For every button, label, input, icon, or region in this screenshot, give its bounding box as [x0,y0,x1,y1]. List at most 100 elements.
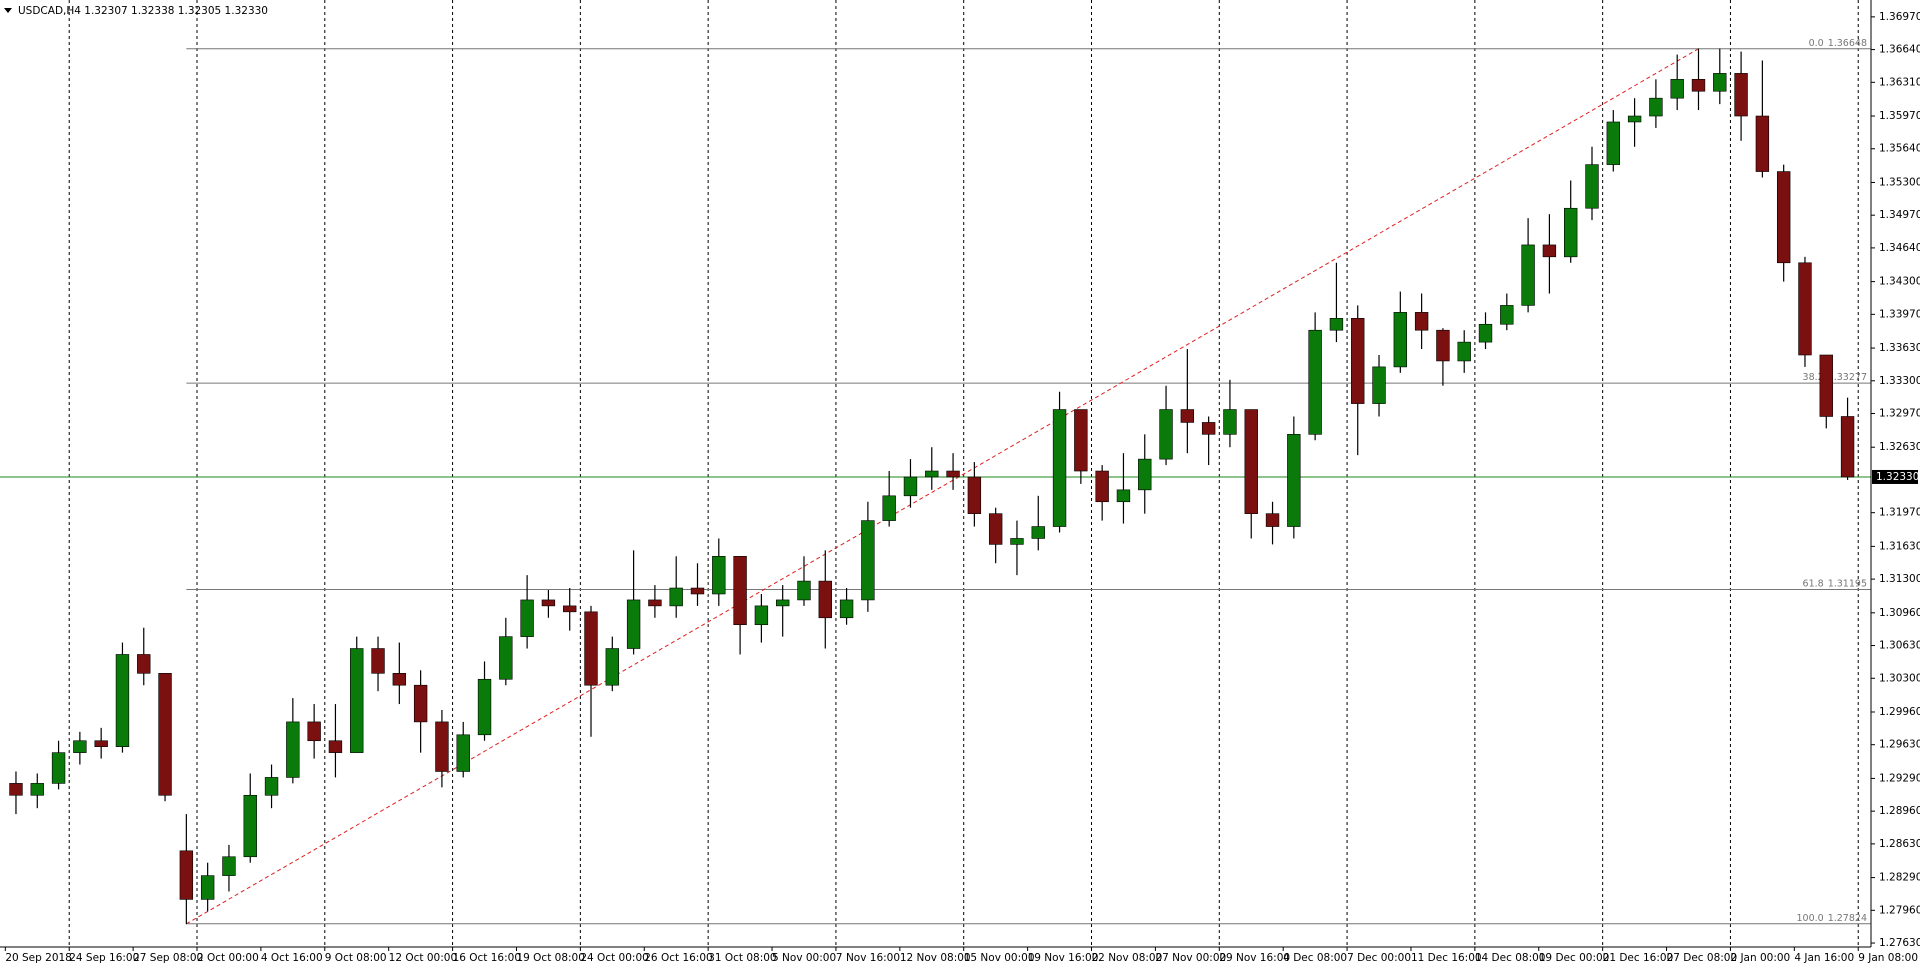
y-tick-label: 1.27960 [1879,904,1920,916]
fib-ratio: 61.8 [1803,578,1824,589]
current-price-label: 1.32330 [1876,471,1919,483]
candle-body [286,721,300,778]
candle-body [94,740,108,747]
y-tick-label: 1.35970 [1879,110,1920,122]
candle-body [1691,79,1706,92]
candle-body [903,476,918,497]
candle-body [243,794,257,858]
x-tick-label: 4 Jan 16:00 [1794,952,1854,964]
y-tick-label: 1.29630 [1879,739,1920,751]
x-tick-label: 19 Oct 08:00 [516,952,584,964]
y-tick-label: 1.28290 [1879,872,1920,884]
y-tick-label: 1.28960 [1879,805,1920,817]
fib-price: 1.36648 [1828,37,1867,48]
x-tick-label: 4 Dec 08:00 [1283,952,1347,964]
candle-body [1052,409,1067,527]
candle-body [1542,244,1557,258]
candle-body [435,721,449,772]
y-tick-label: 1.35640 [1879,143,1920,155]
chart-title: USDCAD,H4 1.32307 1.32338 1.32305 1.3233… [18,5,268,17]
fib-price: 1.31195 [1828,578,1867,589]
candle-body [1159,409,1173,460]
y-tick-label: 1.34300 [1879,276,1920,288]
fib-ratio: 38.2 [1803,372,1824,383]
menu-triangle[interactable] [4,8,12,13]
candle-body [1500,305,1514,325]
x-tick-label: 12 Oct 00:00 [389,952,457,964]
candle-body [1755,115,1770,172]
candle-body [1564,207,1578,258]
candle-body [1521,244,1535,306]
candle-body [839,599,854,619]
fib-level-label: 100.0 1.27824 [1797,912,1868,923]
y-tick-label: 1.36310 [1879,76,1920,88]
candle-body [754,605,769,626]
x-tick-label: 16 Oct 16:00 [453,952,521,964]
candle-body [413,684,428,723]
y-tick-label: 1.32970 [1879,408,1920,420]
candle-body [775,599,790,607]
candle-body [1734,73,1748,117]
candle-body [1414,312,1429,331]
x-tick-label: 24 Oct 00:00 [580,952,648,964]
candle-body [1329,318,1344,331]
candle-body [1351,318,1365,404]
candle-body [1457,341,1471,362]
candle-body [499,636,513,680]
candle-body [73,740,87,753]
candle-body [669,587,683,607]
x-tick-label: 4 Oct 16:00 [261,952,323,964]
candle-body [1627,115,1642,123]
y-tick-label: 1.27630 [1879,937,1920,949]
candle-body [733,556,747,626]
x-tick-label: 27 Dec 08:00 [1667,952,1738,964]
candle-body [1713,73,1727,92]
x-tick-label: 22 Nov 08:00 [1092,952,1163,964]
candle-body [1606,121,1620,165]
x-tick-label: 31 Oct 08:00 [708,952,776,964]
candle-body [946,470,960,478]
fib-level-label: 61.8 1.31195 [1803,578,1867,589]
candle-body [967,476,982,514]
fib-price: 1.27824 [1828,912,1867,923]
y-tick-label: 1.30300 [1879,672,1920,684]
candle-body [563,605,577,613]
candle-body [1372,366,1386,404]
y-tick-label: 1.31970 [1879,507,1920,519]
candle-body [882,495,896,521]
candle-body [137,654,151,674]
candle-body [371,648,385,674]
candle-body [1585,164,1599,209]
x-tick-label: 11 Dec 16:00 [1411,952,1482,964]
candle-body [1074,409,1088,472]
y-tick-label: 1.33970 [1879,308,1920,320]
candle-body [1138,458,1152,491]
candle-body [1095,470,1109,503]
current-price-tag [1872,469,1918,484]
candle-body [861,520,875,601]
fib-ratio: 0.0 [1809,37,1824,48]
y-tick-label: 1.36640 [1879,44,1920,56]
x-tick-label: 15 Nov 00:00 [964,952,1035,964]
candle-body [200,875,215,900]
x-tick-label: 27 Nov 00:00 [1155,952,1226,964]
candle-body [1180,409,1195,423]
fib-level-label: 0.0 1.36648 [1809,37,1867,48]
y-tick-label: 1.28630 [1879,838,1920,850]
x-tick-label: 19 Nov 16:00 [1028,952,1099,964]
candle-body [690,587,705,595]
x-tick-label: 5 Nov 00:00 [772,952,836,964]
candle-body [328,740,343,753]
y-tick-label: 1.30960 [1879,607,1920,619]
candle-body [350,648,364,753]
x-tick-label: 24 Sep 16:00 [69,952,139,964]
candle-body [1116,489,1131,503]
candle-body [264,777,279,796]
y-tick-label: 1.31630 [1879,540,1920,552]
candle-body [648,599,662,607]
candle-body [541,599,556,607]
candle-body [1776,171,1791,264]
y-tick-label: 1.34640 [1879,242,1920,254]
